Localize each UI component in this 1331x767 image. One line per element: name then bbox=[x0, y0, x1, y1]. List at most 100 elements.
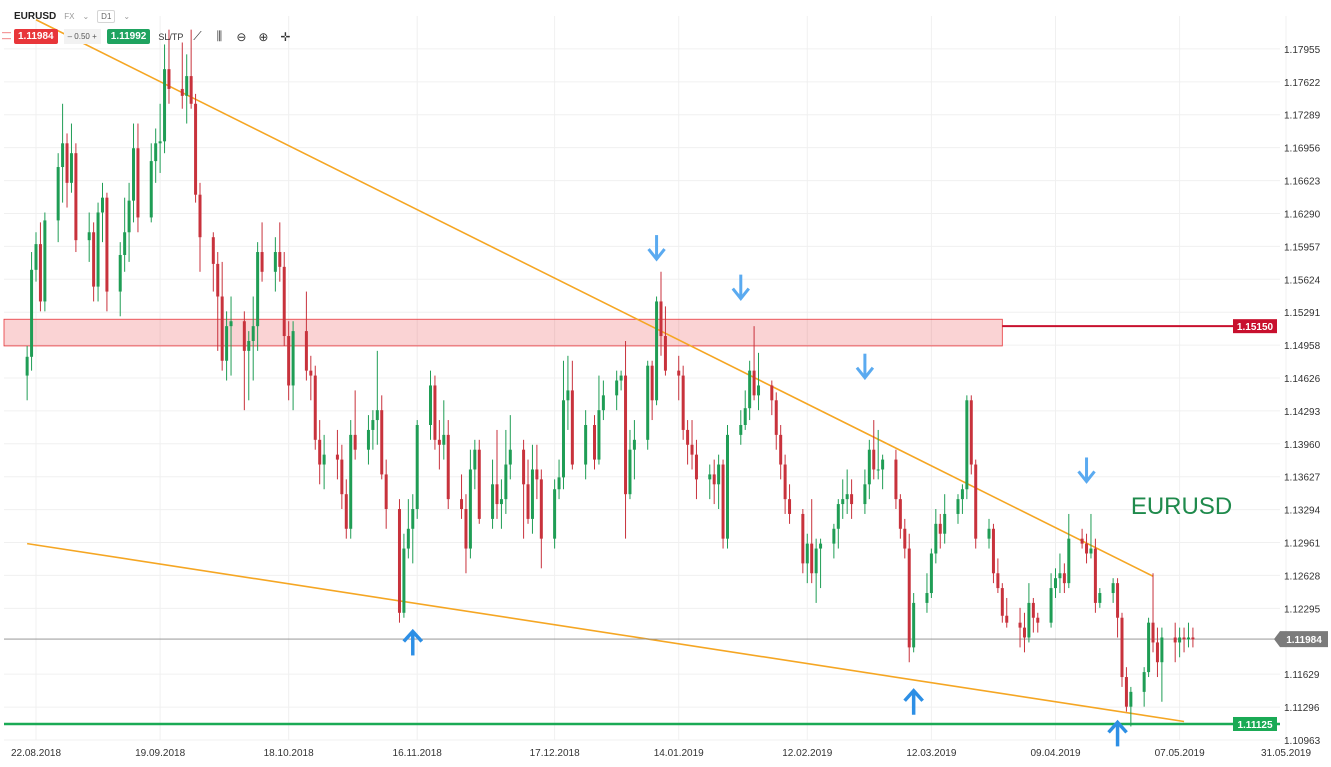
y-tick-label: 1.13627 bbox=[1284, 473, 1321, 484]
buy-button[interactable]: 1.11992 bbox=[106, 29, 151, 44]
candle-body bbox=[584, 424, 588, 465]
candle-body bbox=[105, 197, 109, 292]
candle-body bbox=[659, 301, 663, 337]
timeframe-select[interactable]: D1 bbox=[97, 10, 116, 23]
candle-body bbox=[938, 523, 942, 534]
y-tick-label: 1.17955 bbox=[1284, 45, 1321, 56]
zoom-in-icon[interactable]: ⊕ bbox=[258, 29, 269, 44]
candle-body bbox=[375, 410, 379, 421]
candle-body bbox=[934, 523, 938, 554]
candle-body bbox=[220, 296, 224, 361]
menu-icon[interactable]: — — bbox=[2, 27, 11, 43]
arrow-up-icon bbox=[903, 688, 924, 715]
candle-body bbox=[1022, 627, 1026, 638]
candle-body bbox=[1151, 622, 1155, 643]
candle-body bbox=[340, 459, 344, 495]
market-label: FX bbox=[64, 12, 75, 21]
candle-body bbox=[154, 143, 158, 162]
line-chart-icon[interactable]: ⟋ bbox=[193, 29, 202, 43]
candle-body bbox=[180, 88, 184, 96]
candle-body bbox=[260, 252, 264, 272]
candle-body bbox=[273, 252, 277, 272]
candle-body bbox=[712, 474, 716, 485]
candle-body bbox=[801, 513, 805, 564]
candle-body bbox=[836, 504, 840, 529]
candle-body bbox=[601, 395, 605, 411]
candle-body bbox=[366, 429, 370, 450]
lower-trendline bbox=[27, 542, 1185, 723]
candle-body bbox=[783, 464, 787, 500]
candle-body bbox=[1085, 543, 1089, 554]
candle-body bbox=[943, 513, 947, 534]
candle-body bbox=[1186, 637, 1190, 640]
candle-body bbox=[149, 161, 153, 218]
price-badge-text: 1.15150 bbox=[1237, 322, 1274, 333]
sell-button[interactable]: 1.11984 bbox=[14, 29, 58, 44]
lot-size-input[interactable]: – 0.50 + bbox=[63, 29, 101, 44]
candle-body bbox=[752, 370, 756, 396]
x-tick-label: 22.08.2018 bbox=[11, 748, 61, 759]
y-tick-label: 1.16956 bbox=[1284, 144, 1321, 155]
candle-body bbox=[619, 375, 623, 381]
candle-body bbox=[136, 148, 140, 218]
candle-body bbox=[850, 494, 854, 505]
candle-body bbox=[25, 356, 29, 376]
candle-body bbox=[123, 232, 127, 255]
candle-body bbox=[225, 326, 229, 361]
candle-body bbox=[863, 484, 867, 505]
candle-body bbox=[814, 548, 818, 574]
chart-toolbar: EURUSD FX ⌄ D1 ⌄ 1.11984 – 0.50 + 1.1199… bbox=[0, 0, 330, 50]
candle-body bbox=[663, 336, 667, 371]
candle-body bbox=[349, 434, 353, 529]
chevron-down-icon[interactable]: ⌄ bbox=[82, 12, 90, 21]
candle-body bbox=[987, 528, 991, 539]
arrow-down-icon bbox=[731, 274, 750, 302]
candle-body bbox=[504, 464, 508, 500]
arrow-head bbox=[402, 628, 424, 643]
candle-body bbox=[194, 103, 198, 195]
candle-body bbox=[87, 232, 91, 241]
candle-body bbox=[397, 509, 401, 613]
candle-body bbox=[650, 365, 654, 401]
candle-body bbox=[929, 553, 933, 594]
arrow-head bbox=[855, 366, 875, 381]
axes: 1.17955 1.17622 1.17289 1.16956 1.16623 1.162… bbox=[11, 45, 1321, 759]
candle-body bbox=[1067, 538, 1071, 584]
arrow-down-icon bbox=[855, 353, 875, 381]
candle-body bbox=[185, 76, 189, 96]
candle-body bbox=[743, 408, 747, 425]
candle-body bbox=[251, 326, 255, 341]
candle-chart-icon[interactable]: ⫼ bbox=[216, 29, 223, 43]
candle-body bbox=[1058, 573, 1062, 579]
candle-body bbox=[318, 439, 322, 465]
candle-body bbox=[681, 375, 685, 430]
candle-body bbox=[694, 454, 698, 480]
arrow-head bbox=[647, 248, 666, 262]
candle-body bbox=[774, 400, 778, 435]
candle-body bbox=[1116, 583, 1120, 618]
candle-body bbox=[468, 469, 472, 549]
candle-body bbox=[402, 548, 406, 613]
candle-body bbox=[593, 424, 597, 460]
arrow-head bbox=[1107, 719, 1128, 734]
y-tick-label: 1.12295 bbox=[1284, 604, 1321, 615]
candle-body bbox=[38, 244, 42, 302]
symbol-name[interactable]: EURUSD bbox=[14, 11, 57, 22]
candle-body bbox=[708, 474, 712, 480]
zones bbox=[3, 318, 1003, 347]
sltp-button[interactable]: SL/TP bbox=[158, 31, 184, 42]
candle-body bbox=[553, 489, 557, 539]
zoom-out-icon[interactable]: ⊖ bbox=[236, 29, 247, 44]
crosshair-icon[interactable]: ✛ bbox=[280, 29, 291, 44]
candle-body bbox=[1036, 617, 1040, 623]
candle-body bbox=[561, 400, 565, 478]
candle-body bbox=[965, 400, 969, 490]
chevron-down-icon[interactable]: ⌄ bbox=[123, 12, 131, 21]
candle-body bbox=[535, 469, 539, 480]
arrow-up-icon bbox=[402, 628, 424, 656]
candle-body bbox=[1147, 622, 1151, 673]
candle-body bbox=[721, 464, 725, 539]
candle-body bbox=[313, 375, 317, 440]
